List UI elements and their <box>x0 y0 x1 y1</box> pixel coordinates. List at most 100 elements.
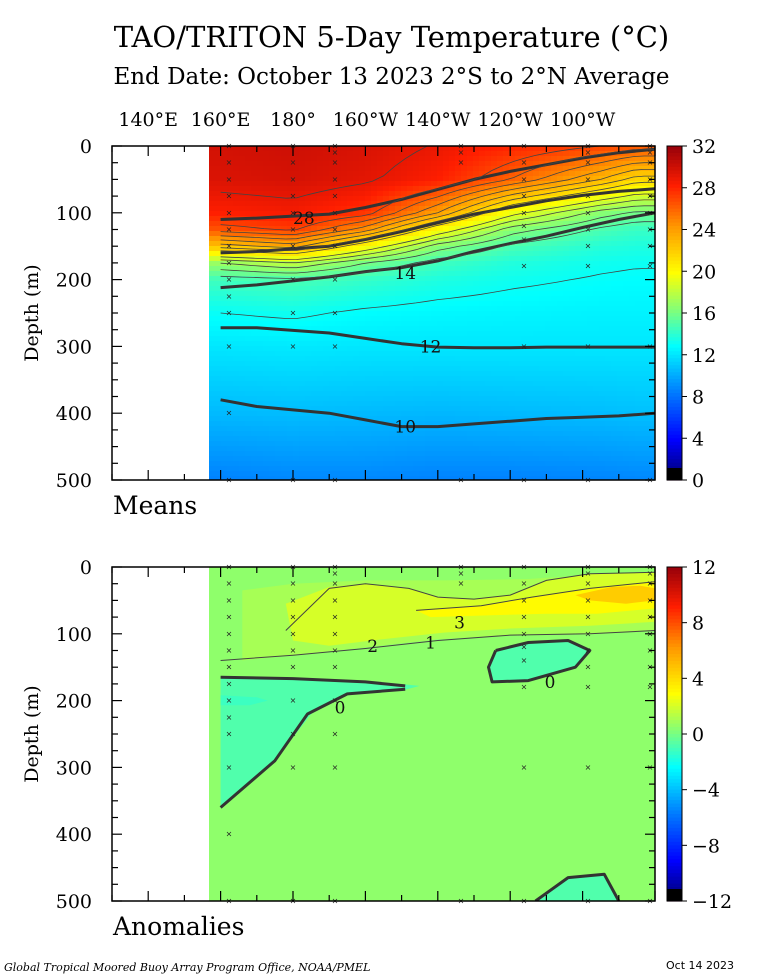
means-heat-cell <box>635 276 642 282</box>
means-heat-cell <box>503 461 510 467</box>
means-heat-cell <box>581 226 588 232</box>
means-heat-cell <box>215 191 222 197</box>
means-heat-cell <box>587 226 594 232</box>
means-heat-cell <box>281 286 288 292</box>
means-heat-cell <box>629 361 636 367</box>
means-heat-cell <box>491 326 498 332</box>
means-heat-cell <box>461 201 468 207</box>
means-heat-cell <box>551 401 558 407</box>
means-heat-cell <box>269 431 276 437</box>
means-heat-cell <box>305 196 312 202</box>
means-heat-cell <box>257 321 264 327</box>
means-heat-cell <box>251 146 258 152</box>
means-heat-cell <box>599 166 606 172</box>
means-heat-cell <box>569 441 576 447</box>
means-heat-cell <box>509 186 516 192</box>
means-heat-cell <box>401 266 408 272</box>
means-heat-cell <box>293 446 300 452</box>
means-heat-cell <box>551 296 558 302</box>
means-heat-cell <box>257 436 264 442</box>
means-heat-cell <box>425 276 432 282</box>
means-heat-cell <box>461 196 468 202</box>
means-heat-cell <box>371 471 378 477</box>
means-heat-cell <box>539 161 546 167</box>
means-heat-cell <box>563 311 570 317</box>
means-heat-cell <box>461 431 468 437</box>
means-heat-cell <box>509 146 516 152</box>
means-heat-cell <box>455 246 462 252</box>
means-heat-cell <box>533 321 540 327</box>
means-heat-cell <box>395 281 402 287</box>
means-heat-cell <box>335 406 342 412</box>
means-heat-cell <box>359 411 366 417</box>
means-heat-cell <box>305 391 312 397</box>
means-heat-cell <box>227 361 234 367</box>
means-heat-cell <box>269 401 276 407</box>
means-heat-cell <box>257 316 264 322</box>
means-heat-cell <box>575 186 582 192</box>
means-heat-cell <box>413 266 420 272</box>
means-heat-cell <box>575 386 582 392</box>
means-heat-cell <box>593 321 600 327</box>
means-heat-cell <box>395 201 402 207</box>
means-heat-cell <box>365 241 372 247</box>
means-heat-cell <box>611 326 618 332</box>
means-heat-cell <box>251 196 258 202</box>
means-heat-cell <box>509 216 516 222</box>
means-heat-cell <box>317 226 324 232</box>
means-heat-cell <box>461 471 468 477</box>
means-heat-cell <box>473 246 480 252</box>
means-heat-cell <box>227 341 234 347</box>
means-heat-cell <box>587 426 594 432</box>
means-heat-cell <box>509 371 516 377</box>
means-heat-cell <box>317 151 324 157</box>
means-heat-cell <box>587 156 594 162</box>
means-heat-cell <box>239 366 246 372</box>
means-heat-cell <box>449 261 456 267</box>
means-heat-cell <box>581 376 588 382</box>
means-heat-cell <box>449 151 456 157</box>
means-heat-cell <box>365 161 372 167</box>
means-heat-cell <box>605 471 612 477</box>
means-heat-cell <box>563 171 570 177</box>
means-heat-cell <box>329 196 336 202</box>
means-heat-cell <box>275 196 282 202</box>
means-heat-cell <box>647 331 654 337</box>
means-heat-cell <box>263 201 270 207</box>
means-heat-cell <box>233 166 240 172</box>
means-heat-cell <box>443 376 450 382</box>
means-heat-cell <box>569 391 576 397</box>
means-heat-cell <box>209 196 216 202</box>
means-heat-cell <box>497 146 504 152</box>
means-heat-cell <box>275 431 282 437</box>
means-heat-cell <box>227 281 234 287</box>
means-heat-cell <box>647 281 654 287</box>
means-heat-cell <box>617 386 624 392</box>
means-heat-cell <box>371 286 378 292</box>
means-heat-cell <box>557 421 564 427</box>
means-heat-cell <box>581 416 588 422</box>
means-heat-cell <box>485 391 492 397</box>
means-heat-cell <box>305 156 312 162</box>
means-heat-cell <box>461 386 468 392</box>
means-heat-cell <box>545 211 552 217</box>
means-heat-cell <box>605 356 612 362</box>
means-heat-cell <box>545 451 552 457</box>
means-heat-cell <box>347 336 354 342</box>
means-heat-cell <box>293 161 300 167</box>
means-heat-cell <box>215 341 222 347</box>
means-heat-cell <box>539 296 546 302</box>
means-heat-cell <box>509 401 516 407</box>
means-heat-cell <box>365 411 372 417</box>
means-heat-cell <box>347 166 354 172</box>
means-heat-cell <box>575 246 582 252</box>
means-heat-cell <box>401 331 408 337</box>
means-heat-cell <box>599 436 606 442</box>
means-heat-cell <box>413 256 420 262</box>
means-heat-cell <box>365 176 372 182</box>
means-heat-cell <box>275 211 282 217</box>
means-heat-cell <box>395 391 402 397</box>
means-heat-cell <box>353 146 360 152</box>
means-heat-cell <box>575 261 582 267</box>
means-heat-cell <box>587 276 594 282</box>
